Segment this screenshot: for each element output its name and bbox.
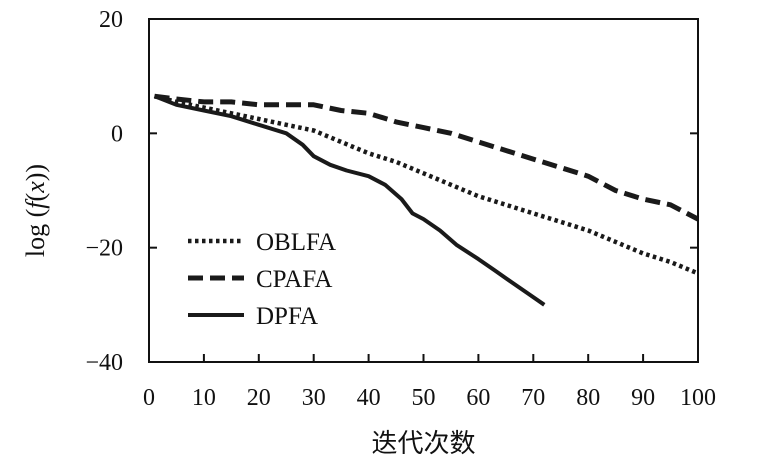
x-tick-label: 100 — [680, 385, 716, 411]
y-tick-label: 20 — [99, 7, 123, 33]
x-tick-label: 10 — [192, 385, 216, 411]
y-axis-title-var: x — [21, 181, 50, 194]
series-line-dpfa — [153, 94, 546, 307]
series-lines — [153, 93, 700, 307]
legend: OBLFA CPAFA DPFA — [188, 229, 336, 330]
x-axis-title: 迭代次数 — [371, 429, 475, 458]
y-axis-title-close: )) — [21, 164, 50, 181]
y-tick-label: 0 — [111, 121, 123, 147]
x-tick-label: 90 — [631, 385, 655, 411]
axis-ticks: 0 10 20 30 40 50 60 70 80 90 100 20 0 −20 −40 — [85, 7, 716, 411]
x-tick-label: 80 — [576, 385, 600, 411]
legend-label-cpafa: CPAFA — [256, 266, 332, 293]
y-axis-title-open: ( — [21, 193, 50, 202]
y-tick-label: −20 — [85, 236, 123, 262]
series-line-cpafa — [154, 93, 700, 222]
x-tick-label: 60 — [466, 385, 490, 411]
x-tick-label: 30 — [302, 385, 326, 411]
x-tick-label: 70 — [521, 385, 545, 411]
x-tick-label: 20 — [247, 385, 271, 411]
series-line-oblfa — [153, 94, 699, 276]
legend-label-oblfa: OBLFA — [256, 229, 336, 256]
y-tick-label: −40 — [85, 350, 123, 376]
legend-label-dpfa: DPFA — [256, 303, 318, 330]
x-tick-label: 40 — [357, 385, 381, 411]
x-tick-label: 0 — [143, 385, 155, 411]
x-tick-label: 50 — [412, 385, 436, 411]
y-axis-title-func: f — [21, 198, 50, 209]
y-axis-title-prefix: log ( — [21, 209, 50, 257]
y-axis-title: log (f(x)) — [21, 164, 50, 257]
